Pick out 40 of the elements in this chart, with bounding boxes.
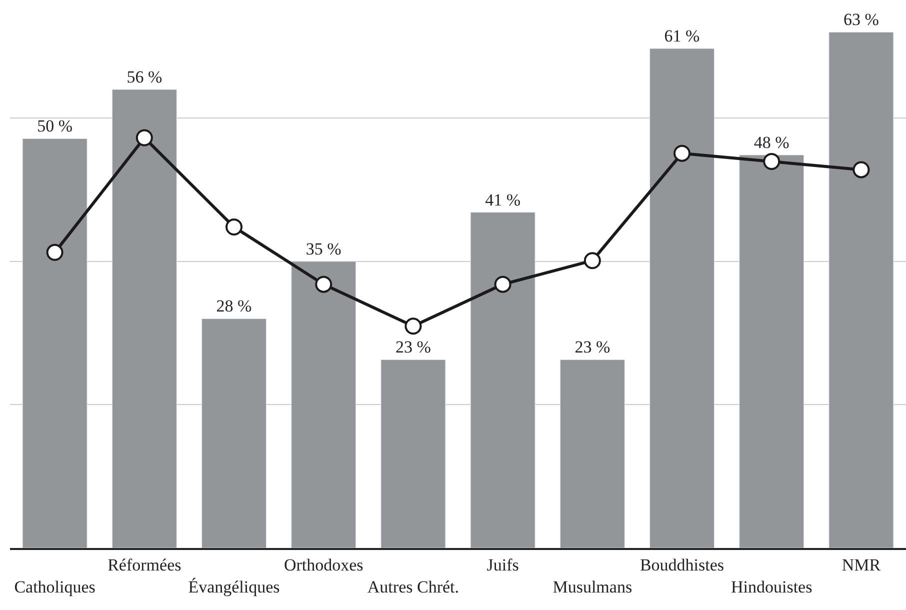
data-label: 28 % — [216, 296, 252, 316]
x-tick-label: Autres Chrét. — [367, 578, 459, 596]
data-label: 61 % — [664, 26, 700, 46]
point — [226, 218, 242, 236]
data-label: 56 % — [126, 67, 162, 86]
data-label: 48 % — [754, 132, 790, 152]
x-tick-label: Évangéliques — [188, 578, 280, 596]
data-label: 35 % — [306, 239, 342, 258]
bar — [649, 48, 715, 548]
point — [404, 318, 422, 335]
point — [763, 153, 780, 170]
bar — [560, 359, 625, 548]
bar — [380, 359, 446, 548]
x-tick-label: Bouddhistes — [640, 555, 724, 574]
x-tick-label: NMR — [842, 555, 882, 574]
data-label: 50 % — [37, 116, 73, 136]
x-tick-label: Musulmans — [552, 578, 632, 596]
data-label: 23 % — [574, 338, 610, 357]
data-label: 63 % — [843, 10, 879, 30]
point — [584, 252, 601, 270]
point — [136, 129, 153, 146]
point — [852, 161, 870, 178]
point — [494, 276, 512, 293]
x-tick-label: Catholiques — [14, 578, 96, 596]
x-tick-label: Juifs — [486, 555, 519, 574]
bar — [201, 318, 267, 548]
point — [46, 244, 64, 261]
data-label: 23 % — [395, 338, 431, 357]
point — [315, 276, 332, 293]
bar — [22, 138, 88, 548]
bar — [739, 154, 804, 548]
x-tick-label: Réformées — [108, 555, 182, 574]
x-tick-label: Hindouistes — [730, 578, 812, 596]
data-label: 41 % — [485, 190, 521, 210]
point — [674, 144, 690, 162]
x-tick-label: Orthodoxes — [284, 555, 364, 574]
bar — [291, 261, 356, 548]
bar — [828, 32, 894, 548]
bar — [470, 212, 536, 548]
bar — [112, 89, 177, 548]
